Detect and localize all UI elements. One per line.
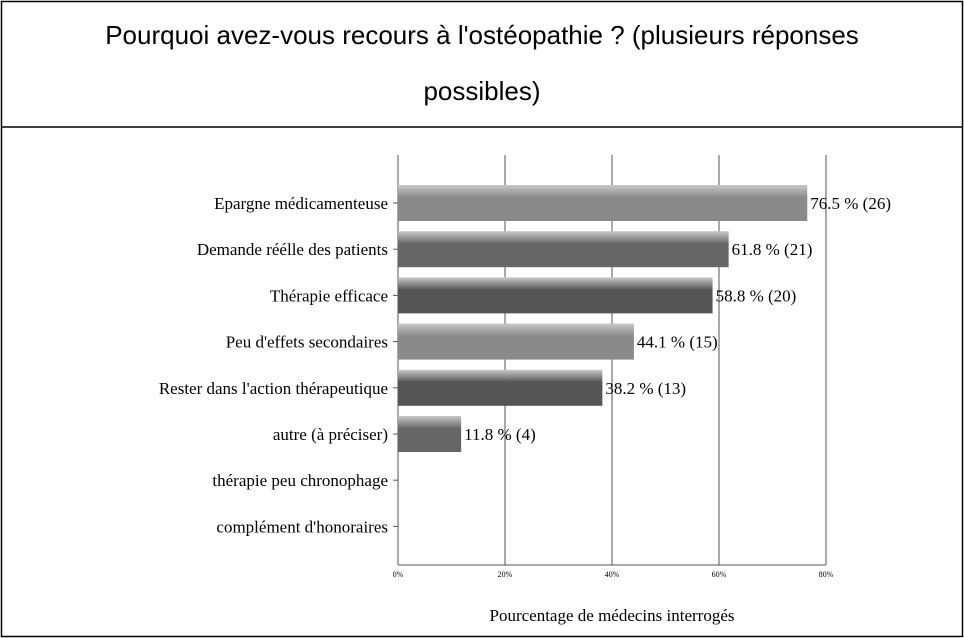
y-tick-label: thérapie peu chronophage (212, 471, 388, 490)
bar (398, 185, 808, 221)
bar (398, 323, 634, 360)
bar (398, 277, 713, 314)
x-axis-label: Pourcentage de médecins interrogés (490, 606, 735, 625)
data-label: 38.2 % (13) (605, 379, 686, 398)
y-tick-label: autre (à préciser) (273, 425, 388, 444)
x-tick-label: 60% (712, 570, 727, 579)
data-label: 58.8 % (20) (716, 286, 797, 305)
bar (398, 416, 462, 452)
x-tick-label: 20% (498, 570, 513, 579)
data-label: 11.8 % (4) (464, 425, 536, 444)
data-label: 61.8 % (21) (732, 240, 813, 259)
y-tick-label: complément d'honoraires (216, 517, 388, 536)
chart-title: Pourquoi avez-vous recours à l'ostéopath… (105, 20, 859, 106)
y-tick-label: Rester dans l'action thérapeutique (159, 379, 388, 398)
data-label: 76.5 % (26) (810, 194, 891, 213)
y-tick-label: Thérapie efficace (270, 286, 388, 305)
bar (398, 369, 603, 406)
x-tick-label: 40% (605, 570, 620, 579)
bar (398, 231, 729, 268)
y-tick-label: Peu d'effets secondaires (226, 333, 388, 352)
y-tick-label: Demande réélle des patients (197, 240, 388, 259)
x-tick-label: 80% (819, 570, 834, 579)
data-label: 44.1 % (15) (637, 333, 718, 352)
x-tick-label: 0% (393, 570, 404, 579)
y-tick-label: Epargne médicamenteuse (214, 194, 388, 213)
